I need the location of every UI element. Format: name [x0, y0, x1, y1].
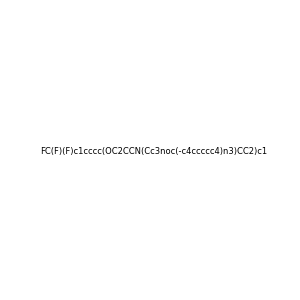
- Text: FC(F)(F)c1cccc(OC2CCN(Cc3noc(-c4ccccc4)n3)CC2)c1: FC(F)(F)c1cccc(OC2CCN(Cc3noc(-c4ccccc4)n…: [40, 147, 267, 156]
